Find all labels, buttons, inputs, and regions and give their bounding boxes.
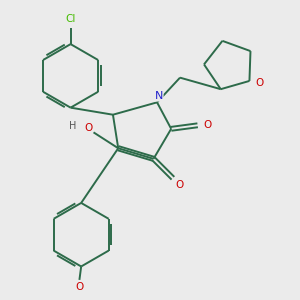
Text: N: N — [154, 91, 163, 101]
Text: O: O — [203, 120, 212, 130]
Text: O: O — [75, 282, 83, 292]
Text: Cl: Cl — [65, 14, 76, 24]
Text: O: O — [176, 180, 184, 190]
Text: O: O — [255, 78, 263, 88]
Text: H: H — [69, 121, 77, 131]
Text: O: O — [84, 123, 92, 133]
